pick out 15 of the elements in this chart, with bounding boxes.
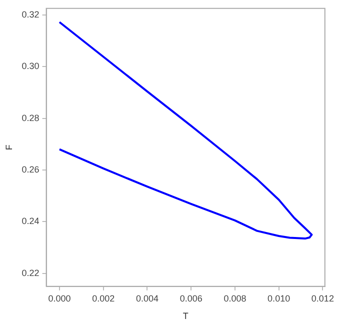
- x-axis-title: T: [182, 311, 189, 322]
- x-tick-label: 0.006: [180, 293, 202, 304]
- x-tick-label: 0.002: [92, 293, 115, 304]
- y-tick-label: 0.24: [22, 216, 40, 226]
- y-tick-label: 0.32: [22, 9, 40, 20]
- x-tick-label: 0.010: [268, 293, 290, 304]
- y-tick-label: 0.28: [22, 112, 40, 123]
- y-tick-label: 0.26: [22, 164, 40, 175]
- x-tick-label: 0.008: [224, 293, 246, 304]
- y-tick-label: 0.30: [22, 61, 40, 72]
- x-tick-label: 0.012: [311, 293, 334, 304]
- y-axis-title: F: [4, 144, 14, 150]
- y-tick-label: 0.22: [22, 268, 40, 278]
- x-tick-label: 0.004: [136, 293, 158, 304]
- x-tick-label: 0.000: [48, 293, 71, 304]
